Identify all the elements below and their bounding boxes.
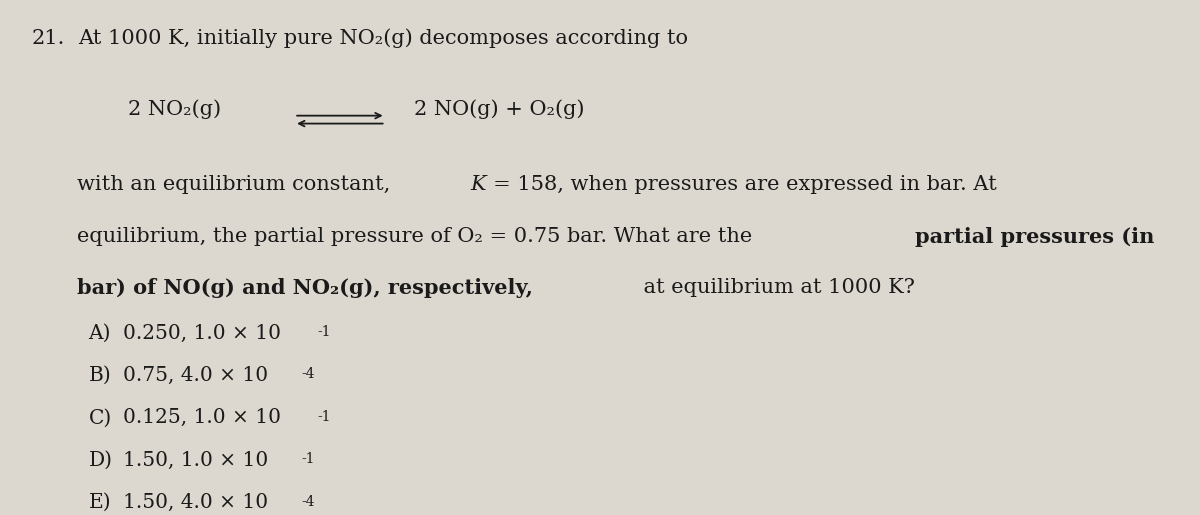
- Text: = 158, when pressures are expressed in bar. At: = 158, when pressures are expressed in b…: [490, 175, 997, 194]
- Text: 21.: 21.: [31, 28, 65, 47]
- Text: -1: -1: [317, 410, 330, 424]
- Text: 0.250, 1.0 × 10: 0.250, 1.0 × 10: [122, 323, 281, 342]
- Text: At 1000 K, initially pure NO₂(g) decomposes according to: At 1000 K, initially pure NO₂(g) decompo…: [78, 28, 688, 48]
- Text: D): D): [89, 451, 113, 470]
- Text: B): B): [89, 366, 112, 385]
- Text: equilibrium, the partial pressure of O₂ = 0.75 bar. What are the: equilibrium, the partial pressure of O₂ …: [77, 227, 758, 246]
- Text: C): C): [89, 408, 112, 427]
- Text: 0.125, 1.0 × 10: 0.125, 1.0 × 10: [122, 408, 281, 427]
- Text: A): A): [89, 323, 110, 342]
- Text: with an equilibrium constant,: with an equilibrium constant,: [77, 175, 397, 194]
- Text: 1.50, 4.0 × 10: 1.50, 4.0 × 10: [122, 493, 268, 512]
- Text: E): E): [89, 493, 112, 512]
- Text: at equilibrium at 1000 K?: at equilibrium at 1000 K?: [637, 278, 916, 297]
- Text: bar) of NO(g) and NO₂(g), respectively,: bar) of NO(g) and NO₂(g), respectively,: [77, 278, 533, 298]
- Text: 0.75, 4.0 × 10: 0.75, 4.0 × 10: [122, 366, 268, 385]
- Text: 1.50, 1.0 × 10: 1.50, 1.0 × 10: [122, 451, 268, 470]
- Text: -1: -1: [301, 452, 314, 466]
- Text: K: K: [470, 175, 486, 194]
- Text: partial pressures (in: partial pressures (in: [914, 227, 1154, 247]
- Text: 2 NO₂(g): 2 NO₂(g): [128, 100, 222, 119]
- Text: 2 NO(g) + O₂(g): 2 NO(g) + O₂(g): [414, 100, 584, 119]
- Text: -1: -1: [317, 325, 330, 339]
- Text: -4: -4: [301, 494, 314, 509]
- Text: -4: -4: [301, 368, 314, 382]
